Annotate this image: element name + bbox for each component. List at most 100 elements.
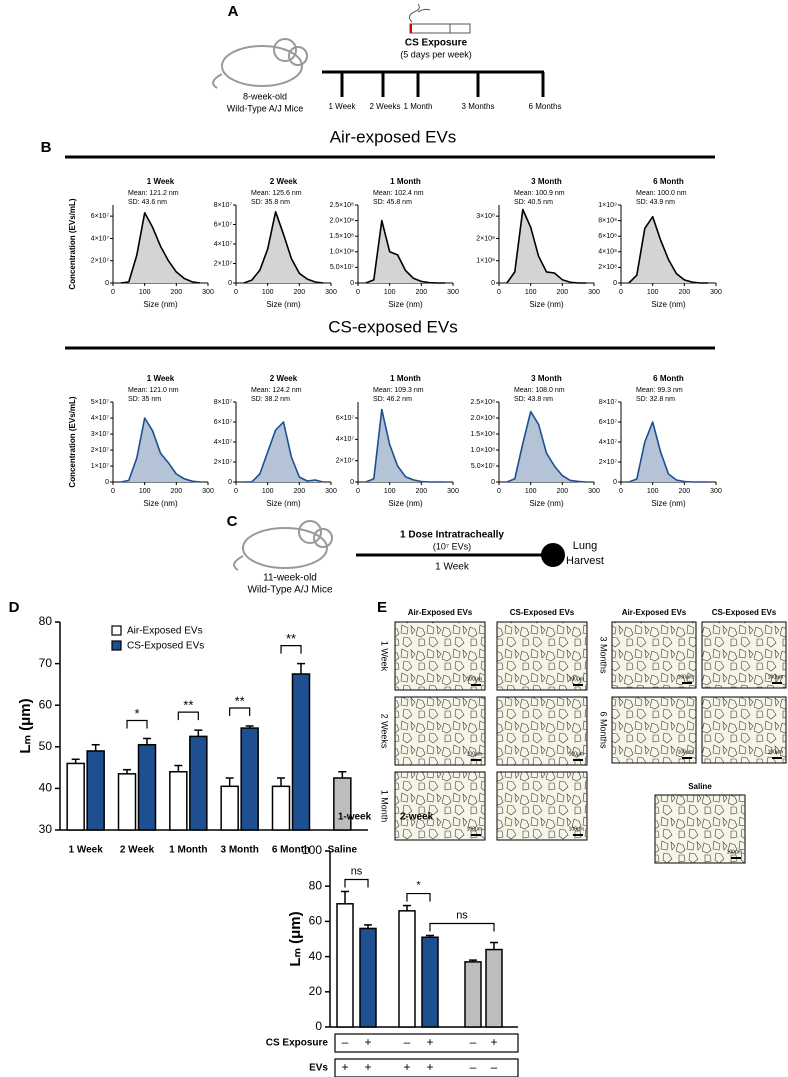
chart-title: 1 Week	[147, 374, 175, 383]
x-tick-label: 100	[384, 289, 396, 296]
significance-bracket	[126, 719, 148, 729]
row-label: 6 Months	[599, 711, 609, 749]
y-tick-label: 70	[39, 656, 53, 670]
exposure-title: CS Exposure	[405, 38, 468, 49]
y-tick-label: 4×10⁷	[214, 439, 233, 446]
y-tick-label: 2×10⁸	[598, 264, 617, 271]
distribution-curve	[243, 421, 324, 483]
table-cell: +	[426, 1035, 433, 1049]
endpoint-label: Harvest	[566, 555, 604, 567]
significance-label: ns	[351, 865, 363, 877]
bar	[169, 771, 188, 831]
chart-title: 3 Month	[531, 177, 562, 186]
section-title: Air-exposed EVs	[330, 127, 457, 146]
x-tick-label: 100	[384, 488, 396, 495]
y-tick-label: 6×10⁷	[214, 221, 233, 228]
y-tick-label: 80	[39, 614, 53, 628]
distribution-curve	[506, 410, 587, 483]
bar	[240, 727, 259, 831]
group-label: 1-week	[338, 812, 372, 823]
distribution-curve	[628, 421, 709, 483]
column-header: Air-Exposed EVs	[408, 608, 473, 617]
annotation: SD: 43.6 nm	[128, 199, 167, 206]
mice-label: 11-week-old	[263, 573, 317, 584]
x-tick-label: 100	[262, 289, 274, 296]
y-tick-label: 0	[491, 479, 495, 486]
x-axis-label: Size (nm)	[529, 499, 564, 508]
y-tick-label: 80	[309, 878, 323, 892]
y-tick-label: 5.0×10⁷	[330, 264, 355, 271]
y-tick-label: 1.5×10⁸	[329, 233, 354, 240]
distribution-curve	[365, 408, 446, 483]
significance-label: **	[235, 693, 245, 708]
x-tick-label: 100	[525, 488, 537, 495]
tissue-texture	[612, 697, 696, 763]
panel-label: B	[41, 139, 52, 156]
x-tick-label: 0	[619, 289, 623, 296]
x-tick-label: 300	[447, 289, 459, 296]
x-tick-label: 200	[293, 289, 305, 296]
x-tick-label: 300	[710, 289, 722, 296]
distribution-curve	[506, 208, 587, 284]
y-tick-label: 5.0×10⁷	[471, 463, 496, 470]
y-tick-label: 1.0×10⁸	[470, 447, 495, 454]
annotation: Mean: 121.0 nm	[128, 387, 179, 394]
y-tick-label: 8×10⁸	[598, 217, 617, 224]
row-label: 1 Month	[380, 790, 390, 823]
scale-bar-label: 100μm	[727, 849, 742, 855]
annotation: Mean: 121.2 nm	[128, 190, 179, 197]
significance-label: ns	[456, 909, 468, 921]
scale-bar-label: 100μm	[569, 826, 584, 832]
x-axis-label: Size (nm)	[529, 300, 564, 309]
table-cell: +	[426, 1060, 433, 1074]
table-cell: –	[470, 1060, 477, 1074]
table-cell: +	[364, 1035, 371, 1049]
significance-bracket	[229, 707, 251, 716]
x-axis-label: Size (nm)	[143, 300, 178, 309]
y-tick-label: 60	[309, 914, 323, 928]
x-tick-label: 300	[325, 488, 337, 495]
mice-label: Wild-Type A/J Mice	[247, 585, 332, 596]
tissue-texture	[702, 697, 786, 763]
x-tick-label: 0	[111, 488, 115, 495]
x-axis-label: Size (nm)	[266, 499, 301, 508]
x-tick-label: 200	[678, 289, 690, 296]
table-cell: –	[404, 1035, 411, 1049]
y-tick-label: 8×10⁷	[599, 399, 618, 406]
row-label: 1 Week	[380, 641, 390, 672]
y-tick-label: 50	[39, 739, 53, 753]
annotation: SD: 45.8 nm	[373, 199, 412, 206]
mice-label: Wild-Type A/J Mice	[227, 103, 304, 113]
exposure-subtitle: (5 days per week)	[400, 49, 472, 59]
x-tick-label: 200	[415, 289, 427, 296]
bar	[421, 936, 439, 1028]
chart-title: 1 Week	[147, 177, 175, 186]
y-tick-label: 2.5×10⁸	[329, 202, 354, 209]
x-axis-label: Size (nm)	[651, 300, 686, 309]
y-tick-label: 2.5×10⁸	[470, 399, 495, 406]
x-tick-label: 300	[325, 289, 337, 296]
annotation: SD: 43.8 nm	[514, 396, 553, 403]
y-tick-label: 2×10⁷	[91, 447, 110, 454]
x-tick-label: 200	[415, 488, 427, 495]
x-tick-label: 6 Month	[272, 845, 310, 856]
chart-title: 6 Month	[653, 374, 684, 383]
y-axis-label: Lₘ (μm)	[17, 698, 34, 753]
significance-label: **	[183, 698, 193, 713]
x-tick-label: 0	[619, 488, 623, 495]
scale-bar-label: 100μm	[768, 749, 783, 755]
bar	[86, 750, 105, 831]
tissue-texture	[612, 622, 696, 688]
distribution-curve	[120, 212, 201, 284]
cigarette-icon	[408, 3, 471, 34]
legend-swatch	[111, 640, 122, 651]
scale-bar-label: 100μm	[569, 676, 584, 682]
row-label: 3 Months	[599, 636, 609, 674]
x-tick-label: 0	[111, 289, 115, 296]
tissue-texture	[395, 772, 485, 840]
y-tick-label: 40	[39, 781, 53, 795]
y-tick-label: 0	[350, 280, 354, 287]
y-tick-label: 0	[315, 1019, 322, 1033]
y-axis-label: Lₘ (μm)	[287, 911, 304, 966]
column-header: CS-Exposed EVs	[712, 608, 777, 617]
